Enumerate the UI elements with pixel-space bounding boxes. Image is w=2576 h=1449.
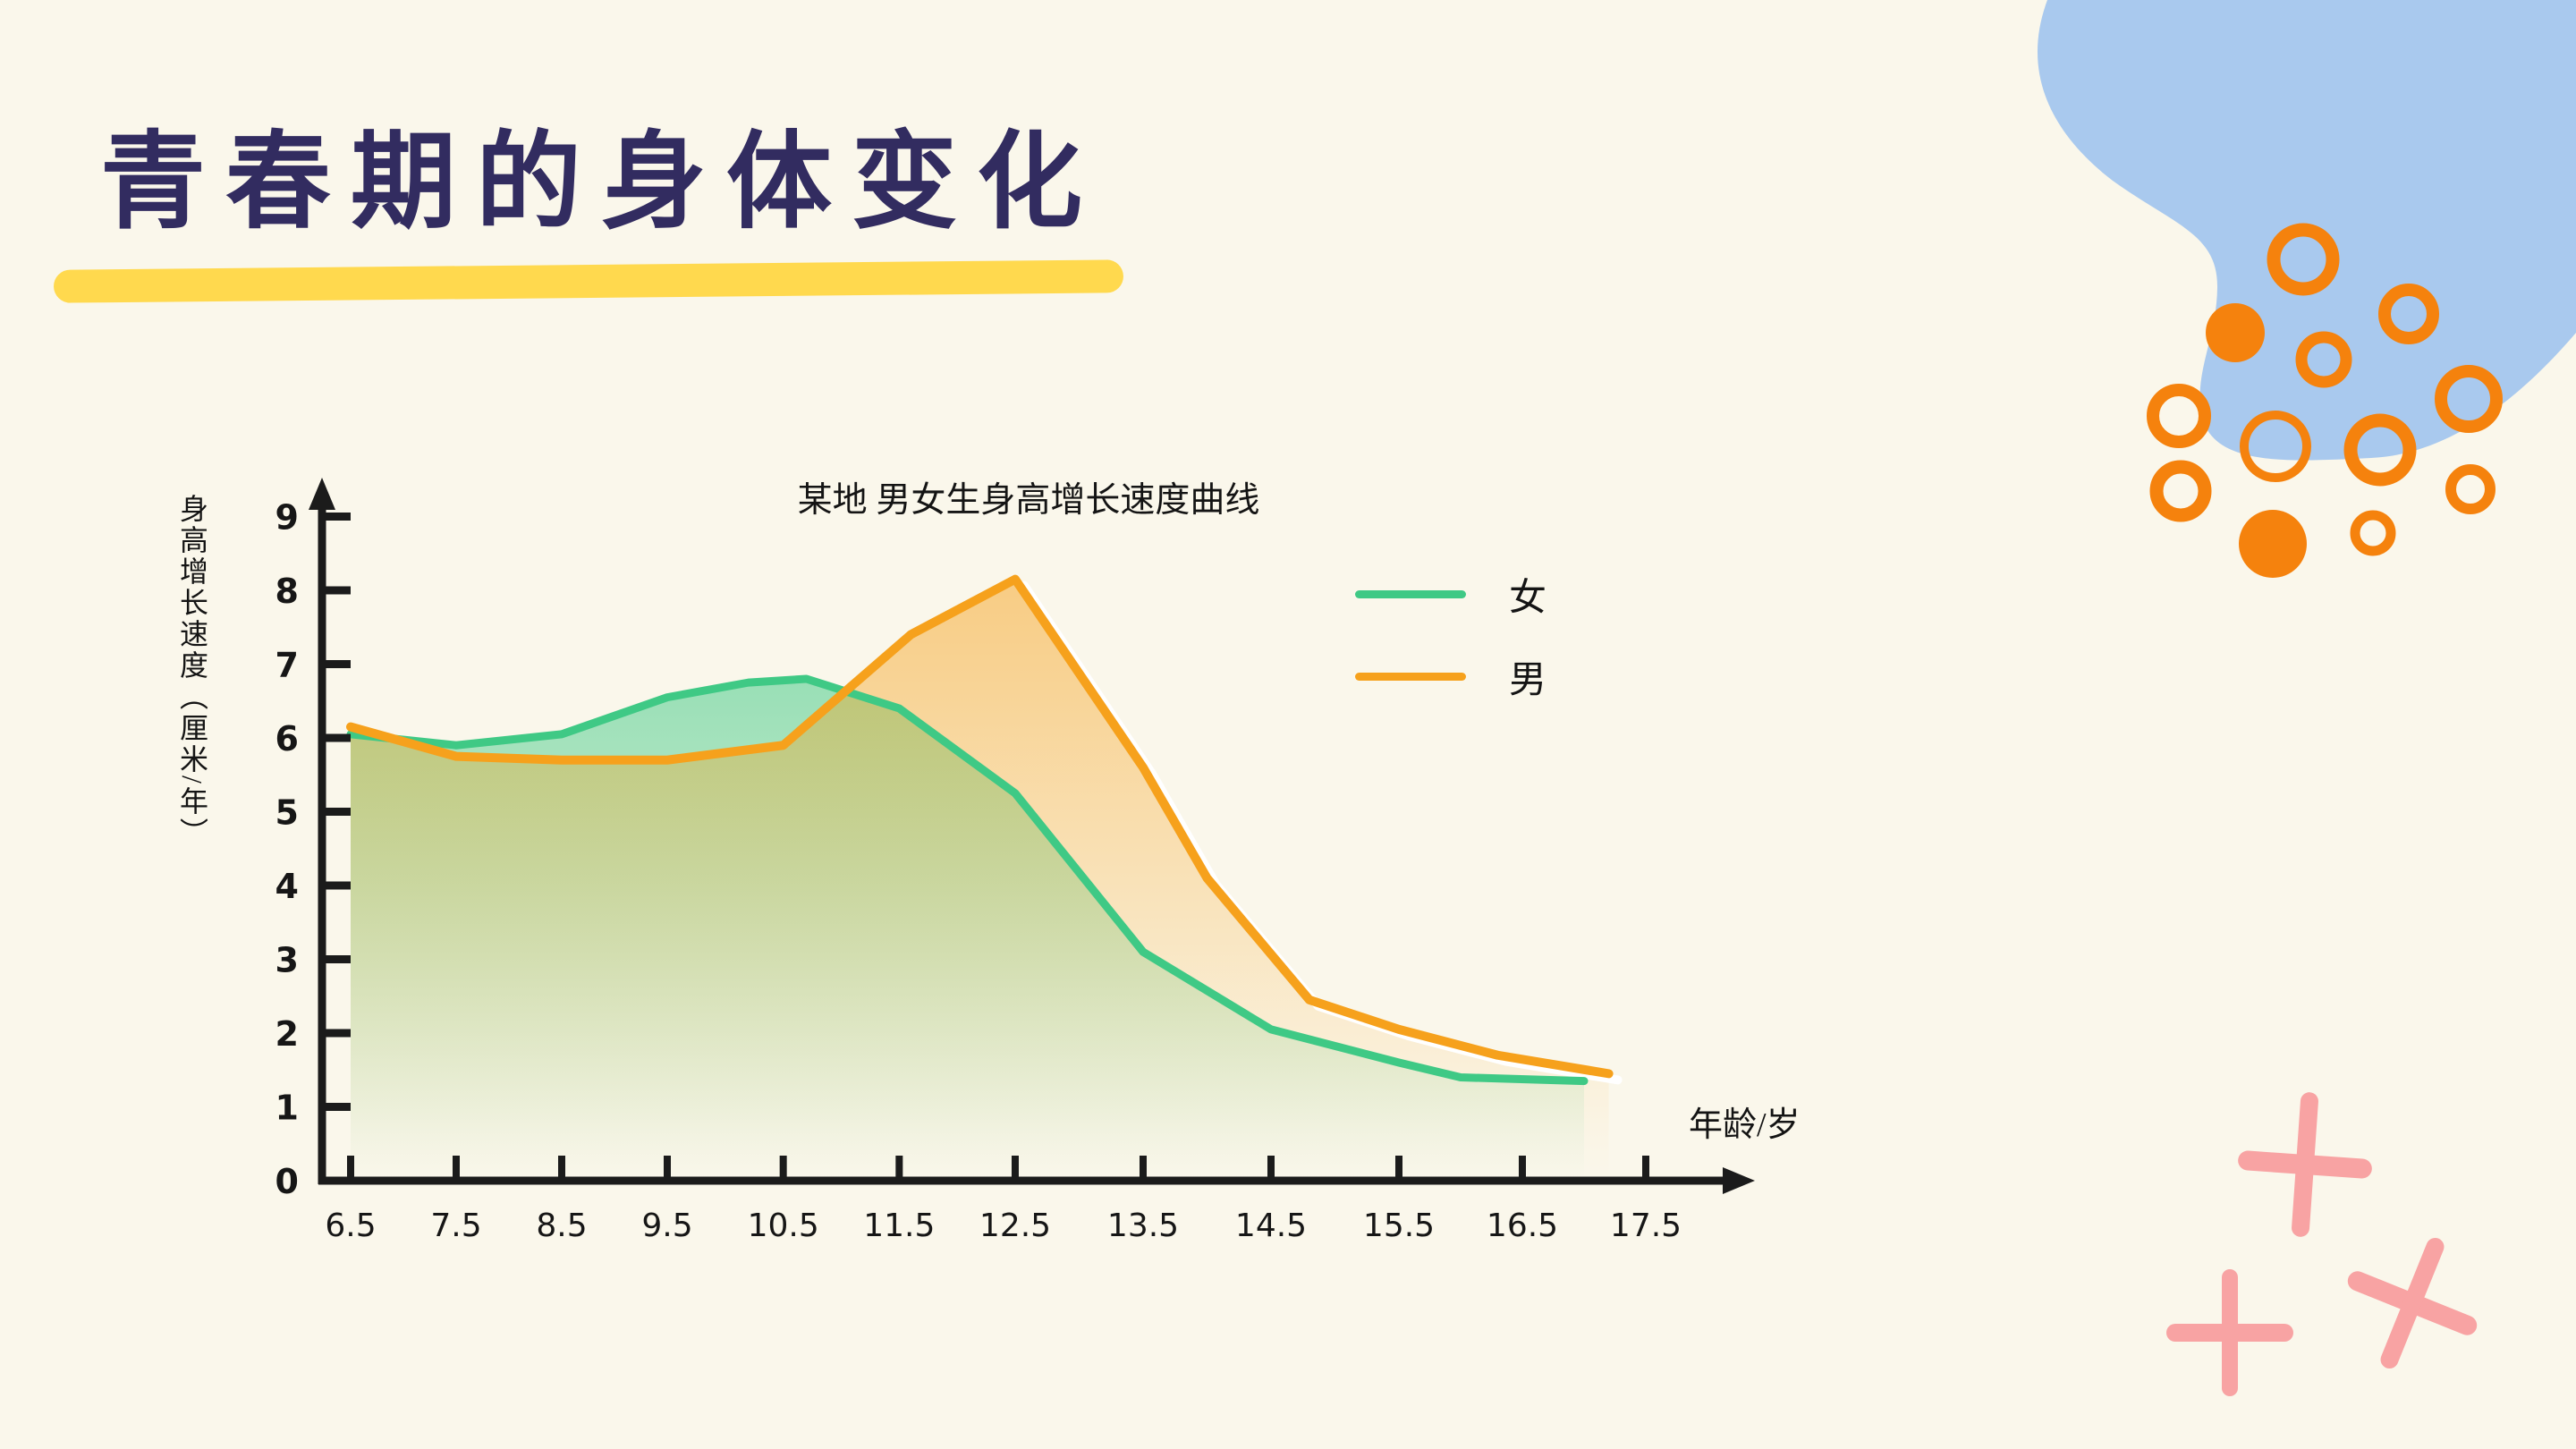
x-tick-label: 9.5 bbox=[641, 1208, 692, 1244]
x-tick-label: 16.5 bbox=[1487, 1208, 1558, 1244]
x-tick-label: 13.5 bbox=[1107, 1208, 1179, 1244]
legend-item-male: 男 bbox=[1355, 648, 1546, 705]
x-tick-label: 11.5 bbox=[863, 1208, 935, 1244]
orange-dot-ring bbox=[2350, 510, 2396, 556]
y-tick-label: 7 bbox=[275, 646, 299, 685]
male-area-fill bbox=[351, 579, 1609, 1179]
x-tick-label: 12.5 bbox=[979, 1208, 1051, 1244]
pink-cross bbox=[2238, 1092, 2372, 1237]
x-tick-label: 14.5 bbox=[1235, 1208, 1307, 1244]
female-growth-line bbox=[346, 674, 1589, 1086]
chart-legend: 女 男 bbox=[1355, 565, 1546, 730]
page-title: 青春期的身体变化 bbox=[100, 124, 1103, 242]
chart-title: 某地 男女生身高增长速度曲线 bbox=[797, 481, 1260, 520]
y-tick-label: 4 bbox=[275, 867, 299, 906]
legend-label-male: 男 bbox=[1509, 659, 1547, 701]
x-tick-label: 7.5 bbox=[430, 1208, 481, 1244]
orange-dot-ring bbox=[2295, 331, 2352, 388]
y-axis-label: 身高增长速度（厘米/年） bbox=[176, 494, 208, 849]
x-axis-arrowhead bbox=[1723, 1167, 1755, 1194]
orange-dot-ring bbox=[2343, 413, 2417, 487]
y-tick-label: 0 bbox=[275, 1162, 299, 1201]
legend-item-female: 女 bbox=[1355, 565, 1546, 623]
female-line-swatch bbox=[1355, 589, 1466, 598]
orange-dot-ring bbox=[2147, 384, 2211, 448]
orange-dot-ring bbox=[2149, 460, 2212, 522]
y-tick-label: 5 bbox=[275, 793, 299, 833]
legend-label-female: 女 bbox=[1509, 577, 1547, 619]
y-tick-label: 3 bbox=[275, 941, 299, 980]
orange-dot-ring bbox=[2445, 464, 2496, 514]
pink-crosses-group bbox=[2166, 1092, 2478, 1396]
pink-cross bbox=[2166, 1269, 2293, 1396]
orange-dot-ring bbox=[2240, 411, 2311, 482]
orange-dot-ring bbox=[2435, 365, 2503, 433]
y-tick-label: 6 bbox=[275, 719, 299, 758]
x-tick-label: 8.5 bbox=[536, 1208, 587, 1244]
y-tick-label: 2 bbox=[275, 1014, 299, 1054]
male-growth-line bbox=[346, 574, 1614, 1079]
y-tick-label: 8 bbox=[275, 572, 299, 611]
x-tick-label: 10.5 bbox=[748, 1208, 819, 1244]
orange-dot-filled bbox=[2206, 303, 2265, 362]
orange-dots-group bbox=[2147, 223, 2503, 578]
orange-dot-filled bbox=[2239, 510, 2307, 578]
y-tick-label: 9 bbox=[275, 498, 299, 538]
x-tick-label: 6.5 bbox=[325, 1208, 376, 1244]
title-block: 青春期的身体变化 bbox=[53, 114, 1124, 303]
y-tick-label: 1 bbox=[275, 1089, 299, 1128]
pink-cross bbox=[2347, 1237, 2478, 1369]
x-axis-label: 年龄/岁 bbox=[1689, 1106, 1801, 1144]
orange-dot-ring bbox=[2267, 223, 2340, 296]
x-tick-label: 17.5 bbox=[1610, 1208, 1682, 1244]
orange-dot-ring bbox=[2378, 284, 2439, 344]
male-line-swatch bbox=[1355, 672, 1466, 681]
y-axis-arrowhead bbox=[309, 478, 335, 510]
x-tick-label: 15.5 bbox=[1363, 1208, 1435, 1244]
